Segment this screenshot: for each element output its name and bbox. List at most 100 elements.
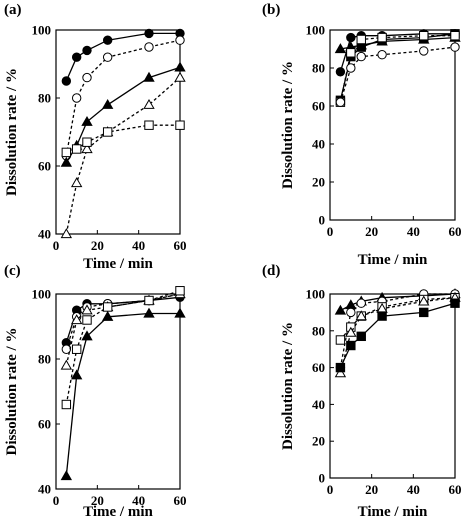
data-point (334, 304, 347, 315)
series-line (339, 46, 456, 103)
x-tick-label: 40 (132, 238, 145, 253)
data-point (419, 31, 429, 41)
x-tick-label: 40 (407, 224, 420, 239)
data-point (377, 32, 387, 43)
series-line (65, 77, 181, 235)
data-point (334, 367, 347, 378)
data-point (81, 143, 93, 154)
series-line (65, 32, 180, 82)
series-5 (335, 42, 460, 107)
chart-panel-4: (d) 0 20 40 60 80 100 0 20 40 60 Time / min Dissolut… (262, 263, 462, 519)
y-tick-label: 60 (312, 99, 325, 114)
x-tick-label: 60 (174, 493, 187, 508)
y-tick-label: 100 (32, 287, 52, 302)
series-5 (60, 307, 186, 481)
y-tick-label: 80 (38, 91, 51, 106)
x-tick-label: 40 (407, 482, 420, 497)
series-line (65, 312, 180, 477)
series-line (339, 297, 456, 374)
data-point (450, 31, 460, 41)
chart-panel-3: (c) 40 60 80 100 0 20 40 60 Time / min Dissolution… (4, 263, 187, 519)
y-tick-label: 20 (312, 434, 325, 449)
x-axis-title: Time / min (83, 504, 153, 519)
y-tick-label: 0 (319, 471, 326, 486)
data-point (82, 137, 92, 147)
panel-label: (a) (4, 2, 22, 18)
x-tick-label: 20 (365, 224, 378, 239)
data-point (346, 63, 356, 73)
data-point (346, 32, 356, 43)
data-point (175, 120, 185, 130)
data-point (82, 45, 92, 56)
x-tick-label: 0 (53, 238, 60, 253)
data-point (419, 46, 429, 56)
y-axis-title: Dissolution rate / % (280, 61, 296, 189)
data-point (175, 286, 185, 296)
x-tick-label: 20 (365, 482, 378, 497)
x-tick-label: 60 (449, 482, 462, 497)
y-tick-label: 0 (319, 213, 326, 228)
series-line (66, 124, 180, 154)
data-point (60, 228, 73, 239)
data-point (102, 127, 113, 137)
data-point (174, 61, 186, 72)
chart-panel-2: (b) 0 20 40 60 80 100 0 20 40 60 Time / min Dissolut… (262, 2, 462, 268)
chart-panel-1: (a) 40 60 80 100 0 20 40 60 Time / min Dissolution… (4, 2, 187, 272)
data-point (70, 369, 83, 380)
panel-label: (b) (262, 2, 280, 18)
data-point (418, 295, 430, 306)
data-point (70, 177, 83, 188)
data-point (174, 307, 186, 318)
series-5 (61, 120, 185, 158)
data-point (101, 310, 114, 321)
data-point (102, 35, 113, 45)
data-point (101, 98, 114, 109)
data-point (335, 97, 346, 107)
data-point (61, 76, 72, 86)
data-point (356, 331, 366, 342)
x-axis-title: Time / min (358, 252, 428, 268)
series-5 (335, 298, 460, 373)
series-3 (60, 288, 186, 370)
x-tick-label: 40 (132, 493, 145, 508)
data-point (450, 42, 460, 52)
y-tick-label: 60 (38, 417, 51, 432)
data-point (143, 98, 155, 109)
y-tick-label: 100 (306, 287, 326, 302)
y-tick-label: 40 (312, 397, 325, 412)
data-point (102, 52, 113, 62)
y-tick-label: 60 (38, 159, 51, 174)
data-point (60, 470, 73, 481)
plot-frame (55, 293, 181, 490)
data-point (81, 304, 93, 315)
panel-label: (c) (4, 263, 21, 279)
data-point (335, 362, 346, 373)
data-point (60, 359, 73, 370)
data-point (335, 335, 346, 345)
y-axis-title: Dissolution rate / % (4, 328, 20, 456)
data-point (419, 307, 429, 318)
data-point (356, 51, 366, 62)
data-point (377, 50, 387, 60)
series-1 (61, 28, 185, 86)
data-point (174, 71, 186, 82)
y-tick-label: 20 (312, 175, 325, 190)
data-point (355, 310, 367, 321)
series-line (65, 290, 181, 405)
data-point (144, 28, 154, 39)
data-point (144, 120, 154, 130)
x-tick-label: 20 (91, 238, 104, 253)
x-axis-title: Time / min (83, 256, 153, 272)
data-point (60, 156, 73, 167)
x-tick-label: 60 (174, 238, 187, 253)
y-tick-label: 40 (312, 137, 325, 152)
data-point (81, 115, 93, 126)
plot-frame (329, 29, 456, 221)
data-point (356, 298, 366, 308)
series-line (65, 39, 181, 156)
x-tick-label: 0 (53, 493, 60, 508)
data-point (71, 93, 82, 103)
series-line (339, 33, 455, 72)
series-line (339, 35, 455, 103)
